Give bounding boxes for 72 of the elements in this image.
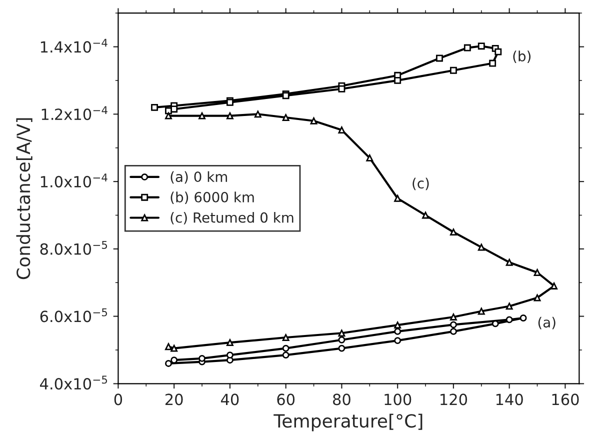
y-tick-label: 6.0x10$^{−5}$ xyxy=(40,308,108,322)
point xyxy=(338,336,346,344)
x-tick-label: 140 xyxy=(496,394,523,406)
point xyxy=(450,228,457,236)
x-tick-label: 160 xyxy=(552,394,579,406)
point xyxy=(282,114,290,121)
point xyxy=(165,107,172,114)
point xyxy=(338,344,346,352)
point xyxy=(226,112,234,120)
annotation: (a) xyxy=(538,316,556,330)
point xyxy=(198,354,206,362)
point xyxy=(338,85,346,92)
point xyxy=(170,106,178,113)
point xyxy=(226,352,234,359)
annotation: (c) xyxy=(412,178,429,190)
x-tick-label: 100 xyxy=(384,394,412,406)
point xyxy=(394,337,402,344)
point xyxy=(198,112,206,120)
x-tick-label: 0 xyxy=(114,394,122,406)
point xyxy=(534,294,541,302)
y-tick-label: 4.0x10$^{−5}$ xyxy=(40,376,108,390)
point xyxy=(520,314,527,322)
y-tick-label: 1.2x10$^{−4}$ xyxy=(42,106,108,120)
point xyxy=(506,316,513,324)
point xyxy=(165,112,172,120)
point xyxy=(506,258,513,266)
point xyxy=(226,339,234,346)
point xyxy=(151,104,158,111)
point xyxy=(394,76,402,84)
legend-label: (a) 0 km xyxy=(170,171,227,184)
x-axis-title: Temperature[°C] xyxy=(274,414,422,432)
annotation: (b) xyxy=(513,50,531,64)
y-tick-label: 1.4x10$^{−4}$ xyxy=(40,38,108,53)
point xyxy=(436,54,443,62)
point xyxy=(478,42,485,50)
point xyxy=(478,244,485,251)
point xyxy=(450,66,457,74)
point xyxy=(254,110,262,118)
legend-label: (c) Retumed 0 km xyxy=(170,212,294,224)
point xyxy=(165,343,172,350)
y-tick-label: 1.0x10$^{−4}$ xyxy=(40,174,108,188)
point xyxy=(394,194,402,202)
point xyxy=(282,352,290,359)
x-tick-label: 80 xyxy=(333,394,350,406)
x-tick-label: 20 xyxy=(165,394,183,406)
point xyxy=(310,117,318,124)
point xyxy=(394,322,402,329)
point xyxy=(170,344,178,352)
point xyxy=(534,269,541,276)
point xyxy=(366,154,374,162)
x-tick-label: 60 xyxy=(277,394,295,406)
point xyxy=(165,360,172,367)
point xyxy=(478,308,485,315)
point xyxy=(338,126,346,134)
x-tick-label: 120 xyxy=(440,394,468,406)
point xyxy=(450,321,457,328)
point xyxy=(282,344,290,352)
point xyxy=(450,314,457,320)
point xyxy=(550,282,558,290)
point xyxy=(422,212,429,219)
x-tick-label: 40 xyxy=(220,394,239,406)
point xyxy=(338,330,346,337)
point xyxy=(450,328,457,335)
point xyxy=(464,44,471,52)
point xyxy=(394,328,402,335)
point xyxy=(506,302,513,310)
legend-label: (b) 6000 km xyxy=(170,192,254,204)
point xyxy=(282,334,290,341)
point xyxy=(494,48,502,56)
y-axis-title: Conductance[A/V] xyxy=(16,118,32,280)
point xyxy=(489,60,496,67)
y-tick-label: 8.0x10$^{−5}$ xyxy=(40,240,108,255)
